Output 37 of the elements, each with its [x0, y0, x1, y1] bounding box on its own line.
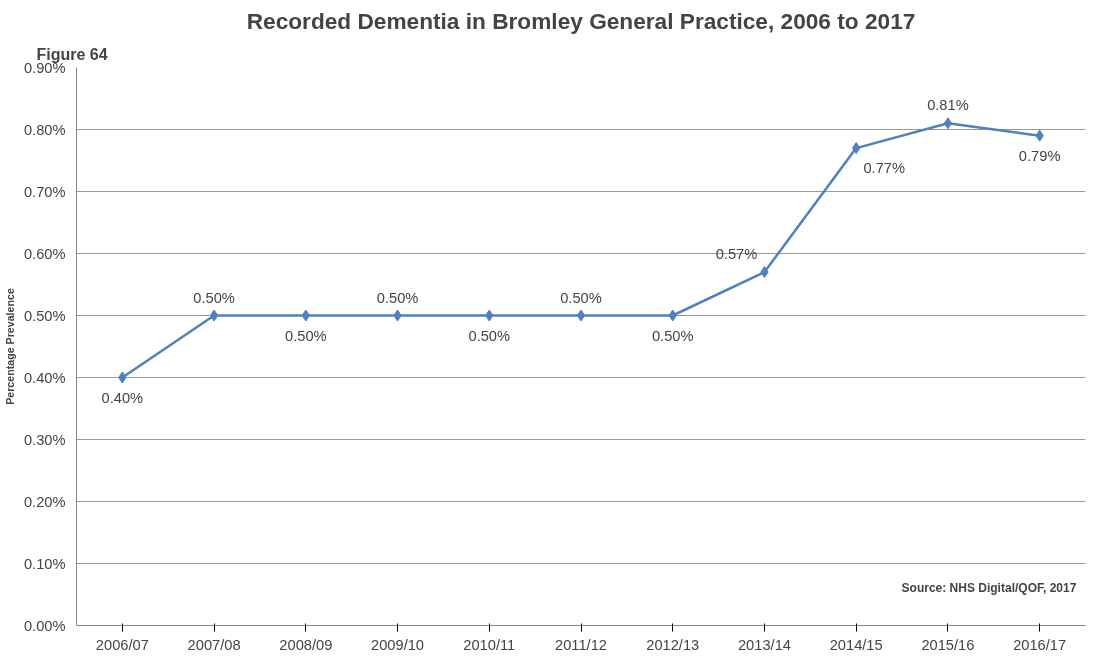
- y-tick-label: 0.00%: [23, 617, 66, 634]
- x-tick-label: 2013/14: [737, 636, 791, 653]
- y-axis-title: Percentage Prevalence: [3, 288, 16, 405]
- x-tick-label: 2007/08: [187, 636, 241, 653]
- annotation: Source: NHS Digital/QOF, 2017: [901, 580, 1077, 595]
- data-label: 0.50%: [560, 289, 602, 306]
- data-label: 0.77%: [863, 160, 905, 177]
- x-tick-label: 2009/10: [371, 636, 425, 653]
- data-label: 0.79%: [1018, 147, 1061, 164]
- data-label: 0.50%: [376, 289, 419, 306]
- y-tick-label: 0.60%: [23, 245, 66, 262]
- y-tick-label: 0.70%: [23, 183, 66, 200]
- data-label: 0.40%: [101, 389, 144, 406]
- y-tick-label: 0.20%: [23, 493, 66, 510]
- y-tick-label: 0.10%: [23, 555, 66, 572]
- data-label: 0.50%: [468, 327, 511, 344]
- data-label: 0.50%: [193, 289, 235, 306]
- x-tick-label: 2012/13: [646, 636, 700, 653]
- x-tick-label: 2006/07: [95, 636, 149, 653]
- y-tick-label: 0.40%: [23, 369, 66, 386]
- chart-title: Recorded Dementia in Bromley General Practice, 2006 to 2017: [246, 7, 916, 34]
- data-label: 0.57%: [715, 246, 758, 263]
- x-tick-label: 2016/17: [1013, 636, 1067, 653]
- y-tick-label: 0.50%: [23, 307, 66, 324]
- data-label: 0.81%: [927, 97, 969, 114]
- x-tick-label: 2014/15: [829, 636, 883, 653]
- x-tick-label: 2010/11: [463, 636, 516, 653]
- x-tick-label: 2011/12: [555, 636, 607, 653]
- data-label: 0.50%: [651, 327, 694, 344]
- x-tick-label: 2008/09: [279, 636, 333, 653]
- point: [576, 309, 586, 322]
- data-label: 0.50%: [285, 327, 327, 344]
- point: [209, 309, 219, 322]
- x-tick-label: 2015/16: [921, 636, 975, 653]
- y-tick-label: 0.30%: [23, 431, 66, 448]
- point: [943, 117, 953, 130]
- y-tick-label: 0.80%: [23, 121, 66, 138]
